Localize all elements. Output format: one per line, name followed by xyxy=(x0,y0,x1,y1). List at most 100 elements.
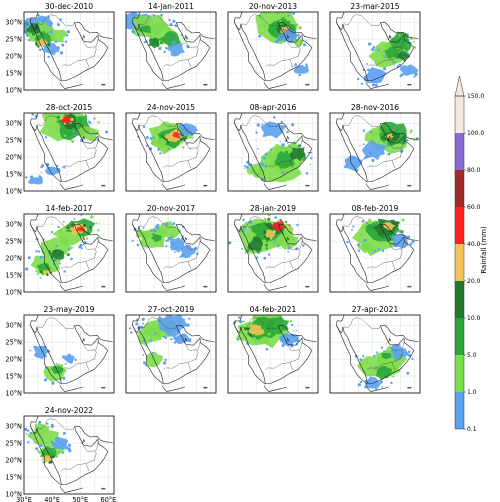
rain-speck xyxy=(366,63,368,65)
rain-speck xyxy=(39,255,43,259)
rain-speck xyxy=(388,152,391,156)
lat-tick-label: 20°N xyxy=(5,456,22,464)
map-panel: 23-mar-2015 xyxy=(329,2,421,91)
map-panel: 14-jan-2011 xyxy=(125,2,217,91)
rain-speck xyxy=(145,136,149,139)
rain-speck xyxy=(363,238,367,242)
rain-speck xyxy=(249,249,251,251)
rain-speck xyxy=(98,222,100,224)
rain-speck xyxy=(374,130,378,134)
rain-speck xyxy=(69,361,73,364)
country-borders xyxy=(139,113,201,169)
rain-speck xyxy=(191,136,194,139)
rain-speck xyxy=(361,220,365,223)
colorbar-tick-label: 80.0 xyxy=(467,167,481,174)
rain-speck xyxy=(66,34,69,37)
rain-speck xyxy=(265,347,269,351)
map-content xyxy=(126,12,216,90)
rain-speck xyxy=(152,136,155,139)
rain-speck xyxy=(354,168,359,172)
rain-speck xyxy=(412,40,415,43)
rain-speck xyxy=(265,247,268,250)
rain-speck xyxy=(89,226,92,229)
rain-speck xyxy=(149,39,151,41)
map-panel: 14-feb-2017 30°N 25°N 20°N 15°N 10°N xyxy=(5,204,115,296)
rain-speck xyxy=(396,224,399,227)
rain-speck xyxy=(364,385,367,389)
rain-speck xyxy=(362,355,365,358)
lat-tick-label: 30°N xyxy=(5,18,22,26)
lat-tick-label: 15°N xyxy=(5,473,22,481)
island-marker xyxy=(407,285,412,288)
rain-speck xyxy=(279,247,281,249)
rain-speck xyxy=(407,353,412,357)
rain-speck xyxy=(41,19,45,23)
rain-speck xyxy=(238,316,241,319)
rain-speck xyxy=(286,225,290,229)
map-content xyxy=(126,315,216,393)
rain-speck xyxy=(141,317,145,321)
map-frame xyxy=(227,213,319,293)
rain-speck xyxy=(35,269,38,273)
coastlines xyxy=(30,113,113,190)
rain-speck xyxy=(165,148,169,151)
lat-tick-label: 25°N xyxy=(5,136,22,144)
rain-speck xyxy=(379,380,383,384)
rain-speck xyxy=(279,33,282,36)
rain-speck xyxy=(406,235,411,239)
rain-speck xyxy=(44,30,48,34)
rain-area xyxy=(380,352,393,359)
map-panel: 30-dec-2010 30°N 25°N 20°N 15°N 10°N xyxy=(5,2,115,94)
lon-tick-label: 50°E xyxy=(72,496,88,502)
colorbar-cell xyxy=(455,392,464,429)
rain-speck xyxy=(25,267,29,271)
rain-speck xyxy=(374,235,377,238)
map-content xyxy=(228,113,318,191)
rain-speck xyxy=(49,30,53,34)
rain-speck xyxy=(242,218,245,222)
rain-speck xyxy=(277,35,281,39)
lat-tick-label: 10°N xyxy=(5,389,22,397)
rain-area xyxy=(264,229,276,240)
rain-speck xyxy=(274,216,277,219)
map-panel: 23-may-2019 30°N 25°N 20°N 15°N 10°N xyxy=(5,305,115,397)
colorbar-tick-label: 0.1 xyxy=(467,426,477,433)
rain-speck xyxy=(406,371,410,375)
rain-speck xyxy=(266,337,270,341)
rain-speck xyxy=(174,251,176,253)
rain-speck xyxy=(263,232,266,235)
rain-speck xyxy=(31,32,35,36)
rain-speck xyxy=(163,361,167,365)
rain-speck xyxy=(143,41,146,44)
rain-speck xyxy=(154,332,157,335)
rain-speck xyxy=(396,129,398,132)
rain-speck xyxy=(67,353,71,357)
rain-speck xyxy=(80,114,84,117)
map-panel: 20-nov-2017 xyxy=(125,204,217,293)
rain-speck xyxy=(242,226,246,230)
rain-speck xyxy=(396,227,399,231)
rain-area xyxy=(52,436,69,450)
rain-speck xyxy=(374,83,378,87)
rain-speck xyxy=(173,341,177,344)
rain-speck xyxy=(381,386,383,388)
rain-speck xyxy=(267,332,271,336)
rain-speck xyxy=(157,318,161,322)
rain-speck xyxy=(129,327,132,330)
rain-speck xyxy=(270,148,273,151)
rain-area xyxy=(290,147,306,162)
rain-speck xyxy=(409,130,412,134)
rain-speck xyxy=(381,249,385,252)
panel-title: 14-jan-2011 xyxy=(148,2,194,11)
rain-speck xyxy=(162,335,166,338)
rain-speck xyxy=(182,146,185,149)
rain-speck xyxy=(59,373,62,376)
rain-speck xyxy=(279,19,282,23)
rain-speck xyxy=(274,238,277,241)
rain-speck xyxy=(267,217,271,221)
rain-area xyxy=(260,121,287,139)
rain-speck xyxy=(182,225,185,229)
rain-speck xyxy=(170,338,173,341)
rain-speck xyxy=(411,357,414,360)
rain-speck xyxy=(35,250,38,253)
